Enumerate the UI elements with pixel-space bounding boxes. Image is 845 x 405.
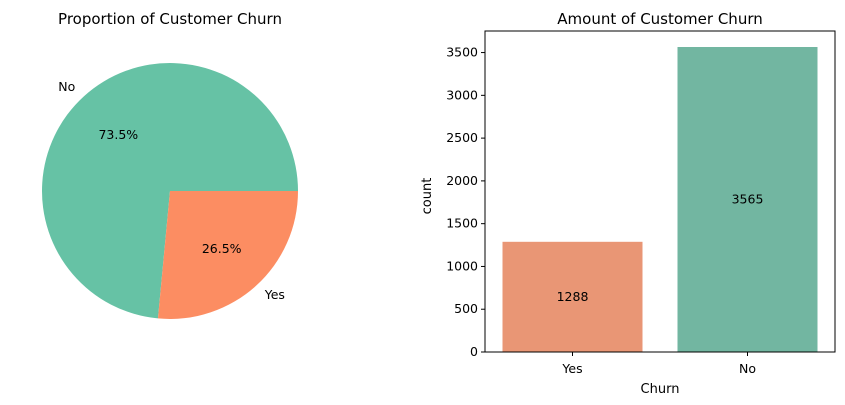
y-tick-label: 3000 xyxy=(446,87,478,102)
bar-data-label-no: 3565 xyxy=(732,192,764,207)
y-tick-label: 500 xyxy=(454,301,478,316)
pie-pct-label-yes: 26.5% xyxy=(202,241,242,256)
x-tick-label-yes: Yes xyxy=(561,361,582,376)
y-axis-label: count xyxy=(420,178,435,215)
pie-title: Proportion of Customer Churn xyxy=(58,10,282,28)
x-axis-label: Churn xyxy=(641,382,680,397)
pie-pct-label-no: 73.5% xyxy=(98,127,138,142)
x-tick-label-no: No xyxy=(739,361,756,376)
y-tick-label: 2000 xyxy=(446,173,478,188)
y-tick-label: 1000 xyxy=(446,258,478,273)
bar-title: Amount of Customer Churn xyxy=(557,10,762,28)
pie-slice-yes xyxy=(157,191,298,319)
bar-chart: Amount of Customer Churn 1288 Yes 3565 No 0 5… xyxy=(420,10,836,397)
bar-yes xyxy=(502,241,643,352)
y-tick-label: 1500 xyxy=(446,216,478,231)
pie-chart: Proportion of Customer Churn No 73.5% Yes 2… xyxy=(42,10,299,319)
bar-data-label-yes: 1288 xyxy=(557,289,589,304)
y-tick-label: 2500 xyxy=(446,130,478,145)
pie-label-no: No xyxy=(58,79,75,94)
y-tick-label: 3500 xyxy=(446,45,478,60)
bar-axes-frame xyxy=(484,30,836,353)
pie-label-yes: Yes xyxy=(264,287,285,302)
pie-slice-no xyxy=(42,63,299,319)
bar-no xyxy=(677,47,818,352)
y-tick-label: 0 xyxy=(470,344,478,359)
